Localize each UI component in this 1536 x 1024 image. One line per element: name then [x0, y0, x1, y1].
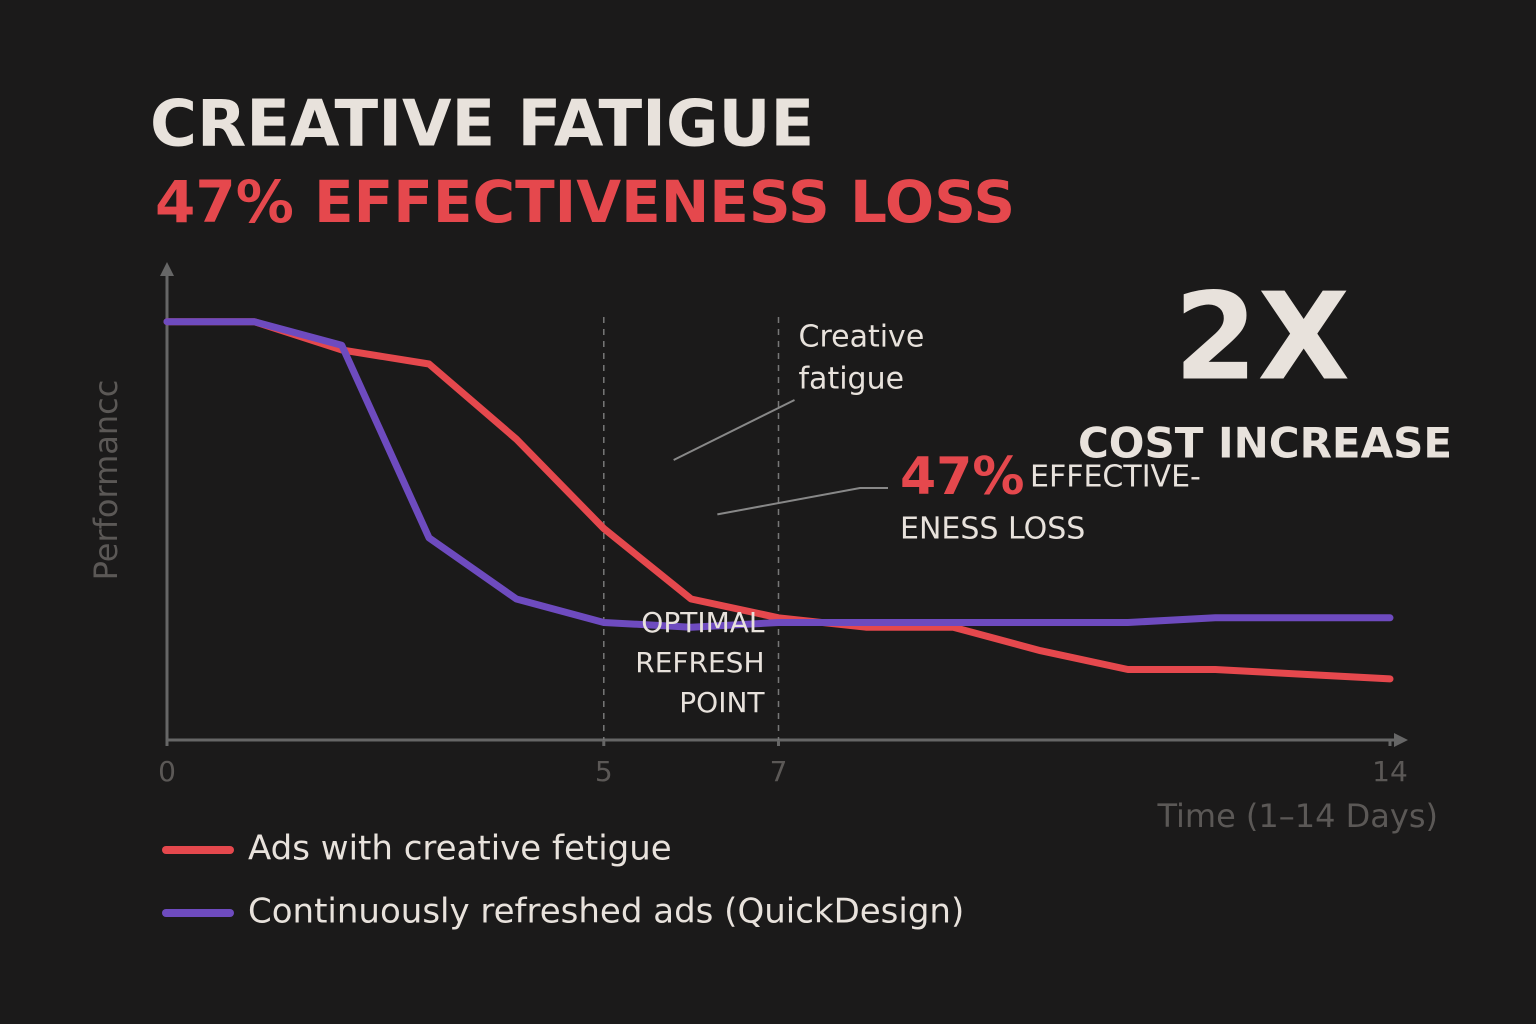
annotation-value: 2X: [1174, 269, 1350, 408]
annotation: COST INCREASE: [1078, 419, 1452, 468]
annotation-leader: [673, 399, 795, 461]
series-line: [163, 318, 1394, 631]
annotation-leader: [717, 487, 888, 516]
annotation: POINT: [679, 686, 765, 719]
chart-subtitle: 47% EFFECTIVENESS LOSS: [155, 168, 1015, 236]
x-tick-label: 7: [770, 755, 788, 788]
x-tick-label: 14: [1372, 755, 1408, 788]
series-line: [163, 318, 1394, 683]
x-axis-label: Time (1–14 Days): [1156, 797, 1438, 835]
annotation: EFFECTIVE-: [1030, 460, 1201, 495]
annotation-value: 47%: [900, 447, 1024, 507]
annotation: fatigue: [799, 362, 905, 397]
legend-label: Continuously refreshed ads (QuickDesign): [248, 892, 964, 932]
x-tick-label: 0: [158, 755, 176, 788]
annotation: REFRESH: [635, 646, 764, 679]
legend-label: Ads with creative fetigue: [248, 829, 672, 869]
annotation: OPTIMAL: [641, 606, 765, 639]
x-axis-arrow: [1394, 733, 1408, 747]
x-tick-label: 5: [595, 755, 613, 788]
chart-title: CREATIVE FATIGUE: [150, 88, 814, 162]
annotation: Creative: [799, 320, 925, 355]
y-axis-label: Performancc: [87, 380, 125, 581]
annotation: ENESS LOSS: [900, 512, 1085, 547]
y-axis-arrow: [160, 262, 174, 276]
